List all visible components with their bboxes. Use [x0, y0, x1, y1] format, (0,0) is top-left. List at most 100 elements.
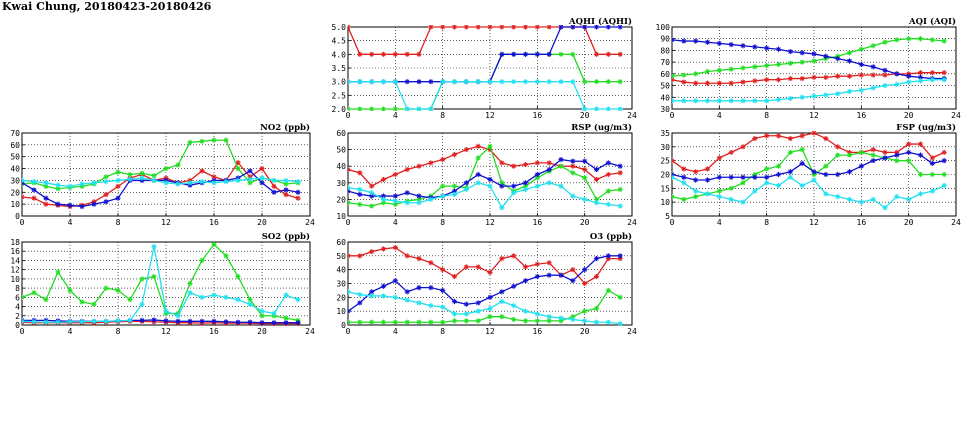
y-tick-label: 50	[336, 146, 346, 155]
data-point	[558, 183, 564, 189]
data-point	[811, 177, 817, 183]
data-point	[672, 77, 675, 83]
data-point	[199, 168, 205, 174]
data-point	[115, 287, 121, 294]
data-point	[499, 25, 505, 30]
data-point	[369, 319, 375, 325]
x-tick-label: 4	[68, 218, 73, 227]
x-tick-label: 4	[717, 111, 722, 120]
data-point	[570, 163, 576, 169]
data-point	[487, 294, 493, 300]
data-point	[593, 256, 600, 262]
data-point	[487, 183, 493, 189]
data-point	[139, 276, 145, 282]
data-point	[151, 173, 157, 179]
data-point	[487, 143, 493, 149]
data-point	[369, 106, 375, 111]
x-tick-label: 12	[161, 218, 171, 227]
data-point	[823, 53, 829, 59]
x-tick-label: 24	[627, 218, 637, 227]
data-point	[882, 205, 888, 211]
data-point	[582, 318, 588, 324]
x-tick-label: 24	[305, 218, 315, 227]
data-point	[295, 179, 301, 185]
data-point	[787, 60, 793, 66]
y-tick-label: 30	[660, 105, 670, 114]
data-point	[823, 135, 829, 142]
data-point	[223, 319, 229, 325]
data-point	[55, 201, 61, 207]
data-point	[67, 319, 73, 325]
data-point	[906, 36, 912, 42]
data-point	[369, 249, 375, 255]
data-point	[440, 193, 446, 199]
data-point	[404, 166, 410, 173]
data-point	[416, 300, 422, 306]
x-tick-label: 24	[951, 218, 961, 227]
data-point	[499, 314, 505, 320]
data-point	[440, 267, 446, 273]
data-point	[416, 200, 422, 206]
y-tick-label: 25	[660, 157, 670, 166]
data-point	[199, 179, 205, 185]
data-point	[259, 165, 265, 172]
data-point	[487, 25, 493, 30]
data-point	[199, 318, 205, 324]
data-point	[416, 285, 422, 291]
data-point	[593, 200, 600, 206]
data-point	[103, 285, 109, 291]
data-point	[835, 73, 841, 79]
series-blue	[672, 149, 947, 183]
data-point	[357, 300, 363, 306]
data-point	[55, 269, 61, 275]
data-point	[787, 75, 793, 82]
data-point	[451, 311, 458, 317]
data-point	[511, 303, 517, 309]
data-point	[704, 191, 711, 197]
data-point	[357, 319, 363, 325]
data-point	[348, 308, 351, 314]
data-point	[91, 301, 97, 307]
data-point	[799, 133, 805, 139]
data-point	[259, 308, 265, 314]
data-point	[499, 289, 505, 295]
data-point	[811, 93, 817, 99]
data-point	[115, 195, 121, 201]
data-point	[416, 106, 422, 111]
data-point	[693, 80, 699, 86]
x-tick-label: 20	[904, 218, 914, 227]
data-point	[582, 166, 588, 173]
x-tick-label: 0	[20, 218, 25, 227]
data-point	[499, 205, 505, 211]
data-point	[593, 305, 600, 311]
data-point	[870, 147, 876, 153]
chart-title: FSP (ug/m3)	[896, 122, 956, 133]
data-point	[487, 305, 493, 311]
x-tick-label: 12	[485, 111, 495, 120]
data-point	[43, 180, 49, 186]
chart-title: AQI (AQI)	[908, 16, 956, 27]
y-tick-label: 30	[336, 280, 346, 289]
x-tick-label: 20	[580, 111, 590, 120]
data-point	[799, 59, 805, 65]
data-point	[139, 301, 145, 307]
page-title: Kwai Chung, 20180423-20180426	[2, 0, 212, 13]
data-point	[55, 182, 61, 188]
series-green	[348, 287, 623, 325]
y-tick-label: 16	[10, 247, 20, 256]
data-point	[672, 37, 675, 43]
data-point	[716, 98, 722, 104]
y-tick-label: 20	[660, 171, 670, 180]
data-point	[681, 98, 687, 104]
y-tick-label: 2.5	[332, 91, 347, 100]
data-point	[582, 25, 588, 30]
data-point	[392, 171, 398, 178]
series-blue	[22, 168, 301, 210]
data-point	[259, 313, 265, 319]
data-point	[593, 166, 600, 173]
data-point	[617, 294, 623, 300]
data-point	[546, 166, 552, 173]
y-tick-label: 40	[10, 165, 20, 174]
data-point	[475, 79, 481, 85]
x-tick-label: 8	[764, 111, 769, 120]
